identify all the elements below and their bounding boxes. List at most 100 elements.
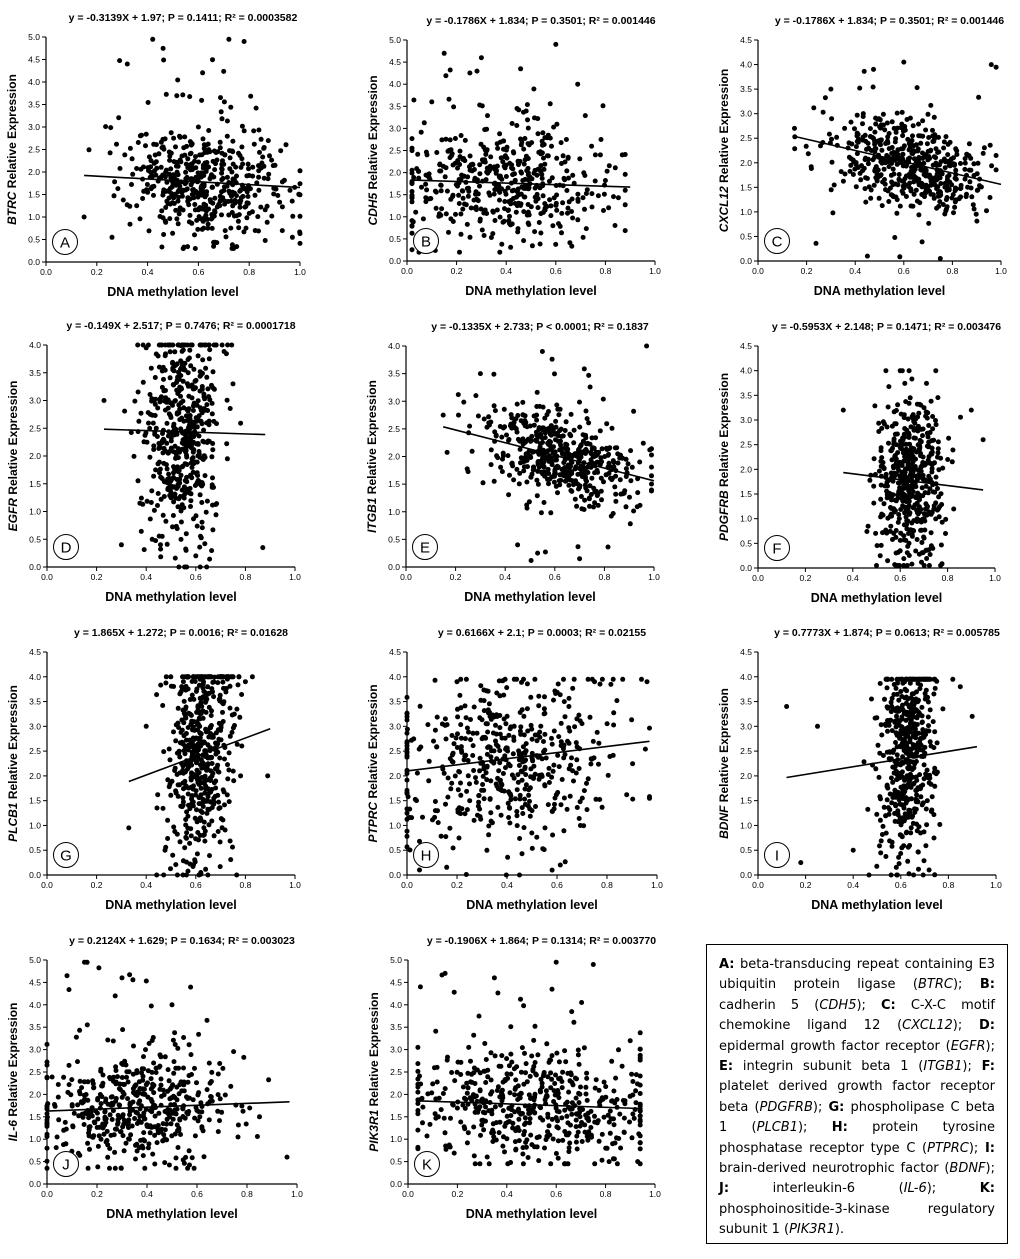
- data-point: [524, 479, 530, 485]
- data-point: [203, 192, 209, 198]
- data-point: [517, 446, 523, 452]
- data-point: [159, 384, 165, 390]
- data-point: [180, 674, 185, 680]
- data-point: [921, 534, 927, 540]
- data-point: [238, 164, 244, 170]
- data-point: [414, 798, 419, 804]
- data-point: [211, 239, 217, 245]
- data-point: [192, 207, 198, 213]
- data-point: [893, 740, 898, 745]
- data-point: [926, 174, 932, 179]
- data-point: [507, 213, 512, 219]
- data-point: [933, 422, 939, 428]
- data-point: [900, 498, 906, 504]
- data-point: [207, 853, 212, 859]
- data-point: [464, 788, 470, 794]
- data-point: [571, 676, 577, 682]
- data-point: [432, 727, 438, 733]
- data-point: [168, 150, 174, 156]
- data-point: [584, 780, 589, 786]
- data-point: [224, 133, 230, 139]
- data-point: [224, 183, 230, 189]
- data-point: [164, 179, 170, 185]
- x-tick-label: 0.0: [400, 572, 412, 582]
- data-point: [185, 766, 190, 772]
- data-point: [521, 238, 527, 244]
- data-point: [158, 164, 164, 170]
- data-point: [458, 792, 464, 798]
- data-point: [188, 142, 194, 148]
- data-point: [928, 530, 934, 536]
- data-point: [273, 186, 279, 192]
- data-point: [191, 386, 197, 392]
- data-point: [168, 674, 174, 680]
- data-point: [907, 510, 913, 516]
- y-tick-label: 3.5: [29, 697, 41, 707]
- data-point: [167, 349, 173, 355]
- data-point: [908, 825, 914, 831]
- data-point: [213, 342, 219, 348]
- data-point: [925, 699, 931, 705]
- data-point: [943, 134, 949, 140]
- data-point: [159, 244, 165, 250]
- data-point: [162, 353, 168, 359]
- data-point: [883, 830, 889, 836]
- data-point: [900, 156, 905, 162]
- data-point: [526, 792, 532, 798]
- y-tick-label: 1.0: [389, 820, 401, 830]
- data-point: [239, 123, 245, 129]
- data-point: [176, 377, 182, 382]
- data-point: [923, 806, 929, 812]
- data-point: [534, 477, 540, 483]
- data-point: [513, 426, 519, 432]
- data-point: [494, 141, 500, 147]
- data-point: [896, 176, 902, 182]
- y-tick-label: 4.5: [29, 647, 41, 657]
- data-point: [897, 254, 903, 260]
- data-point: [510, 166, 516, 172]
- data-point: [466, 729, 471, 735]
- x-tick-label: 0.0: [41, 880, 53, 890]
- data-point: [151, 183, 157, 189]
- data-point: [227, 148, 232, 154]
- x-axis-label: DNA methylation level: [811, 591, 943, 605]
- data-point: [523, 772, 529, 778]
- data-point: [910, 745, 916, 751]
- data-point: [525, 728, 531, 734]
- data-point: [186, 674, 192, 680]
- data-point: [140, 379, 146, 385]
- data-point: [949, 459, 955, 465]
- data-point: [522, 157, 528, 163]
- data-point: [905, 766, 911, 772]
- data-point: [480, 773, 486, 779]
- y-axis-label: PDGFRB Relative Expression: [717, 373, 731, 541]
- data-point: [848, 119, 854, 125]
- data-point: [458, 722, 464, 728]
- data-point: [899, 724, 905, 730]
- data-point: [582, 497, 588, 503]
- data-point: [500, 159, 506, 165]
- data-point: [165, 777, 171, 783]
- x-tick-label: 0.8: [946, 266, 958, 276]
- data-point: [829, 116, 835, 122]
- data-point: [874, 863, 880, 869]
- data-point: [871, 483, 877, 489]
- data-point: [167, 375, 173, 381]
- data-point: [150, 420, 156, 426]
- data-point: [611, 194, 616, 200]
- data-point: [107, 150, 113, 156]
- data-point: [553, 41, 559, 47]
- data-point: [937, 504, 943, 510]
- data-point: [886, 811, 892, 817]
- data-point: [891, 125, 897, 131]
- data-point: [190, 408, 196, 413]
- data-point: [813, 240, 819, 246]
- data-point: [205, 221, 211, 227]
- data-point: [565, 463, 571, 469]
- data-point: [874, 563, 879, 568]
- data-point: [204, 810, 210, 816]
- data-point: [905, 543, 911, 549]
- data-point: [587, 714, 593, 720]
- data-point: [154, 805, 160, 811]
- data-point: [534, 493, 540, 499]
